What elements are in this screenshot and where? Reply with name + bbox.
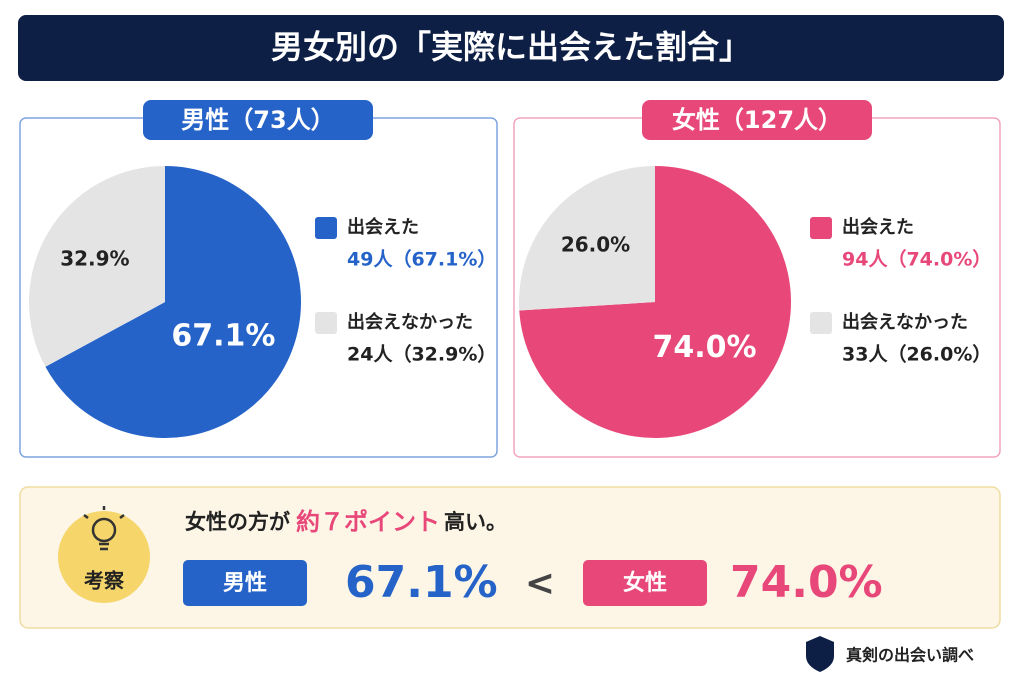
- pie-label: 67.1%: [171, 318, 275, 353]
- legend-label: 出会えた: [347, 216, 419, 238]
- legend-label: 出会えなかった: [347, 311, 473, 333]
- title: 男女別の「実際に出会えた割合」: [271, 28, 751, 66]
- pie-label: 26.0%: [561, 233, 630, 257]
- insight-icon: [58, 511, 150, 603]
- right-group: 女性: [623, 570, 667, 596]
- footer: 真剣の出会い調べ: [846, 646, 974, 665]
- legend-detail: 94人（74.0%）: [842, 248, 991, 271]
- legend-swatch: [810, 312, 832, 334]
- summary-text-before: 女性の方が: [185, 510, 290, 534]
- pie-slice: [28, 166, 165, 367]
- pie-label: 74.0%: [653, 330, 757, 365]
- pie-slice: [519, 166, 655, 311]
- summary-highlight: 約７ポイント: [296, 508, 440, 536]
- comparator: <: [525, 563, 555, 604]
- summary-text-after: 高い。: [444, 510, 507, 534]
- legend-swatch: [315, 312, 337, 334]
- left-group: 男性: [223, 571, 267, 596]
- pie-label: 32.9%: [60, 247, 129, 271]
- legend-label: 出会えなかった: [842, 311, 968, 333]
- panel-title: 女性（127人）: [672, 106, 842, 134]
- legend-swatch: [315, 217, 337, 239]
- summary-text: 女性の方が 約７ポイント 高い。: [185, 508, 507, 536]
- pie-slice: [45, 166, 301, 438]
- summary-label: 考察: [84, 569, 125, 593]
- right-value: 74.0%: [730, 557, 883, 608]
- left-value: 67.1%: [345, 557, 498, 608]
- panel-header: [642, 100, 872, 140]
- legend-swatch: [810, 217, 832, 239]
- bulb-icon: [83, 506, 125, 551]
- pie-slice: [519, 166, 791, 438]
- legend-label: 出会えた: [842, 216, 914, 238]
- legend-detail: 24人（32.9%）: [347, 343, 496, 366]
- female-badge: [583, 560, 707, 606]
- legend-detail: 33人（26.0%）: [842, 343, 991, 366]
- footer-logo: [806, 636, 834, 672]
- title-bar: [18, 15, 1004, 81]
- legend-detail: 49人（67.1%）: [347, 248, 496, 271]
- panel-title: 男性（73人）: [181, 106, 334, 134]
- male-badge: [183, 560, 307, 606]
- panel-header: [143, 100, 373, 140]
